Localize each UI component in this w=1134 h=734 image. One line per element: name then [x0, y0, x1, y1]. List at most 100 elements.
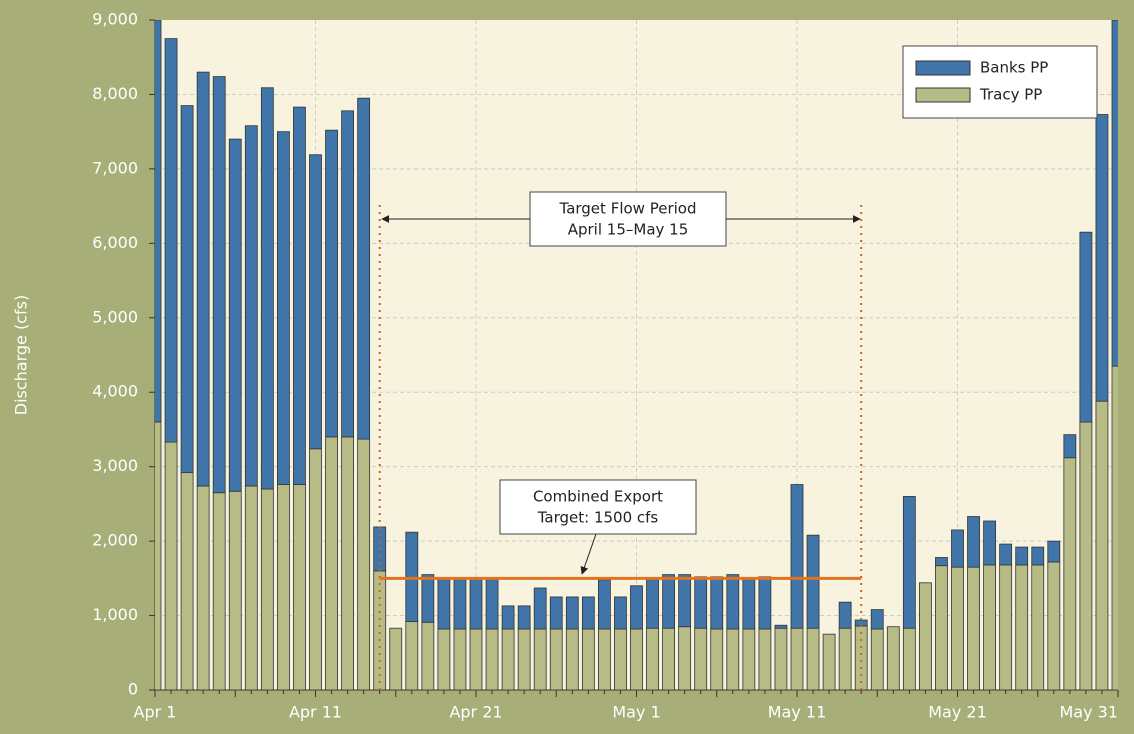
- bar-segment: [309, 448, 322, 690]
- bar-segment: [501, 628, 515, 690]
- bar-segment: [1031, 564, 1045, 690]
- bar-segment: [357, 97, 371, 440]
- bar-segment: [437, 628, 451, 690]
- legend-label: Banks PP: [980, 59, 1048, 77]
- bar-segment: [614, 596, 627, 630]
- bar-segment: [196, 71, 210, 487]
- bar-segment: [453, 628, 467, 690]
- bar-segment: [565, 596, 579, 630]
- bar-segment: [581, 628, 595, 690]
- y-tick-label: 6,000: [92, 233, 138, 252]
- x-tick-label: May 11: [768, 703, 827, 722]
- bar-segment: [854, 625, 868, 690]
- bar-segment: [598, 628, 611, 690]
- bar-segment: [549, 596, 563, 630]
- bar-segment: [244, 125, 258, 487]
- bar-segment: [1031, 546, 1045, 566]
- bar-segment: [1095, 400, 1109, 690]
- bar-segment: [155, 421, 162, 690]
- bar-segment: [726, 574, 740, 630]
- x-tick-label: May 1: [612, 703, 660, 722]
- bar-segment: [951, 566, 964, 690]
- bar-segment: [325, 129, 338, 438]
- bar-segment: [421, 621, 435, 690]
- bar-segment: [935, 557, 948, 567]
- bar-segment: [662, 627, 675, 690]
- bar-segment: [646, 627, 659, 690]
- y-tick-label: 1,000: [92, 605, 138, 624]
- bar-segment: [517, 628, 531, 690]
- bar-segment: [341, 110, 355, 438]
- bar-segment: [694, 627, 708, 690]
- bar-segment: [742, 577, 756, 630]
- bar-segment: [790, 627, 804, 690]
- bar-segment: [1015, 546, 1029, 566]
- bar-segment: [806, 627, 820, 690]
- y-tick-label: 5,000: [92, 307, 138, 326]
- bar-segment: [1079, 421, 1093, 690]
- bar-segment: [389, 627, 403, 690]
- x-tick-label: May 31: [1059, 703, 1118, 722]
- bar-segment: [886, 626, 900, 690]
- bar-segment: [1047, 561, 1061, 690]
- bar-segment: [164, 38, 178, 443]
- bar-segment: [180, 472, 194, 690]
- bar-segment: [1063, 434, 1077, 459]
- bar-segment: [774, 624, 788, 629]
- annotation: April 15–May 15: [568, 221, 689, 239]
- annotation: Target: 1500 cfs: [537, 509, 659, 527]
- bar-segment: [212, 492, 226, 690]
- bar-segment: [325, 436, 338, 690]
- bar-segment: [276, 484, 290, 690]
- legend-swatch: [915, 87, 971, 103]
- bar-segment: [902, 627, 916, 690]
- bar-segment: [405, 621, 419, 690]
- bar-segment: [164, 441, 178, 690]
- bar-segment: [565, 628, 579, 690]
- bar-segment: [260, 488, 274, 690]
- bar-segment: [228, 138, 242, 492]
- bar-segment: [919, 582, 932, 690]
- y-tick-label: 7,000: [92, 158, 138, 177]
- bar-segment: [870, 628, 884, 690]
- bar-segment: [1111, 20, 1118, 367]
- bar-segment: [999, 564, 1013, 690]
- bar-segment: [276, 131, 290, 485]
- bar-segment: [710, 576, 724, 630]
- annotation: Target Flow Period: [559, 200, 697, 218]
- bar-segment: [1047, 540, 1061, 563]
- bar-segment: [485, 628, 499, 690]
- bar-segment: [180, 105, 194, 474]
- bar-segment: [951, 529, 964, 568]
- bar-segment: [983, 520, 996, 566]
- bar-segment: [549, 628, 563, 690]
- bar-segment: [1079, 231, 1093, 423]
- bar-segment: [870, 609, 884, 630]
- bar-segment: [228, 490, 242, 690]
- bar-segment: [501, 605, 515, 630]
- bar-segment: [244, 485, 258, 690]
- bar-segment: [742, 628, 756, 690]
- bar-segment: [678, 626, 692, 690]
- bar-segment: [437, 578, 451, 630]
- legend-label: Tracy PP: [979, 86, 1042, 104]
- y-tick-label: 4,000: [92, 382, 138, 401]
- bar-segment: [421, 574, 435, 623]
- bar-segment: [838, 601, 852, 629]
- bar-segment: [1063, 457, 1077, 690]
- bar-segment: [1095, 114, 1109, 402]
- bar-segment: [774, 627, 788, 690]
- bar-segment: [469, 578, 483, 630]
- x-tick-label: Apr 11: [289, 703, 342, 722]
- bar-segment: [373, 570, 387, 690]
- annotation-box: [499, 479, 697, 535]
- y-tick-label: 0: [128, 680, 138, 699]
- bar-segment: [630, 628, 643, 690]
- legend-swatch: [915, 60, 971, 76]
- x-tick-label: Apr 21: [449, 703, 502, 722]
- bar-segment: [902, 496, 916, 629]
- bar-segment: [155, 20, 162, 423]
- bar-segment: [293, 484, 306, 690]
- bar-segment: [293, 106, 306, 485]
